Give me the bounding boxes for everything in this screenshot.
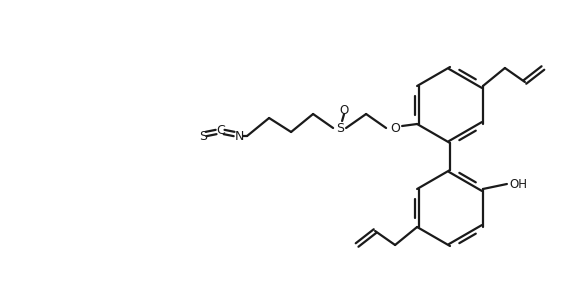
Text: OH: OH — [509, 178, 527, 191]
Text: O: O — [390, 122, 400, 134]
Text: S: S — [199, 130, 207, 143]
Text: S: S — [336, 122, 344, 134]
Text: O: O — [340, 103, 349, 116]
Text: N: N — [234, 130, 244, 143]
Text: C: C — [217, 123, 225, 136]
